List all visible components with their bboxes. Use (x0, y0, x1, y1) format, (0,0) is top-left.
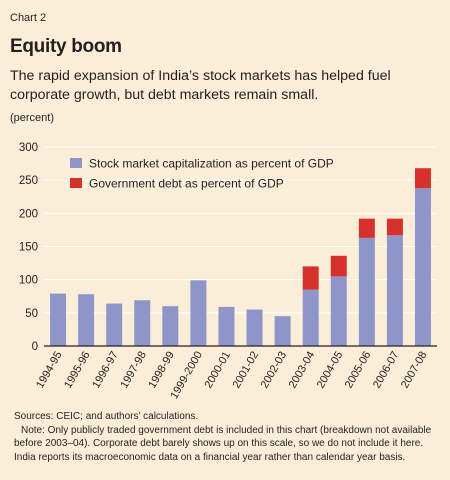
bar-stock-market-cap (246, 309, 263, 346)
x-tick-label: 2006-07 (371, 350, 402, 391)
y-tick-label: 100 (19, 275, 38, 287)
y-axis-unit-label: (percent) (10, 112, 55, 124)
x-tick-label: 1998-99 (146, 350, 177, 391)
bar-stock-market-cap (106, 303, 123, 346)
bar-stock-market-cap (386, 235, 403, 346)
x-tick-label: 1997-98 (118, 350, 149, 391)
bar-government-debt (386, 218, 403, 236)
x-tick-label: 1995-96 (62, 350, 93, 391)
bar-government-debt (358, 218, 375, 238)
x-tick-label: 1994-95 (34, 350, 65, 391)
bar-chart: 0501001502002503001994-951995-961996-971… (19, 142, 437, 401)
bar-stock-market-cap (414, 188, 431, 346)
chart-title: Equity boom (10, 36, 122, 57)
legend-swatch-debt (70, 178, 82, 188)
y-tick-label: 50 (25, 308, 38, 320)
y-tick-label: 200 (19, 208, 38, 220)
x-tick-label: 2002-03 (259, 350, 290, 391)
footnote: Note: Only publicly traded government de… (14, 425, 432, 463)
bar-government-debt (330, 255, 347, 277)
bar-stock-market-cap (134, 300, 151, 346)
x-tick-label: 2005-06 (343, 350, 374, 391)
source-note: Sources: CEIC; and authors’ calculations… (14, 411, 199, 422)
bar-stock-market-cap (274, 316, 291, 346)
legend-label: Stock market capitalization as percent o… (89, 157, 334, 171)
x-tick-label: 1996-97 (90, 350, 121, 391)
bar-stock-market-cap (162, 306, 179, 346)
bar-stock-market-cap (78, 294, 95, 346)
x-tick-label: 2003-04 (287, 350, 318, 391)
legend-label: Government debt as percent of GDP (89, 177, 284, 191)
bar-stock-market-cap (190, 280, 207, 346)
x-tick-label: 2004-05 (315, 350, 346, 391)
x-tick-label: 2001-02 (231, 350, 262, 391)
bar-stock-market-cap (218, 306, 235, 346)
chart-subtitle: The rapid expansion of India’s stock mar… (10, 68, 391, 103)
x-tick-label: 2000-01 (202, 350, 233, 391)
bar-stock-market-cap (302, 289, 319, 346)
bar-government-debt (414, 168, 431, 189)
bar-stock-market-cap (358, 237, 375, 346)
x-tick-label: 2007-08 (399, 350, 430, 391)
bar-government-debt (302, 266, 319, 290)
y-tick-label: 0 (32, 341, 38, 353)
y-tick-label: 150 (19, 242, 38, 254)
y-tick-label: 250 (19, 175, 38, 187)
legend-swatch-stock (70, 158, 82, 168)
y-tick-label: 300 (19, 142, 38, 154)
bar-stock-market-cap (50, 293, 67, 346)
chart-number: Chart 2 (10, 12, 47, 24)
bar-stock-market-cap (330, 276, 347, 346)
